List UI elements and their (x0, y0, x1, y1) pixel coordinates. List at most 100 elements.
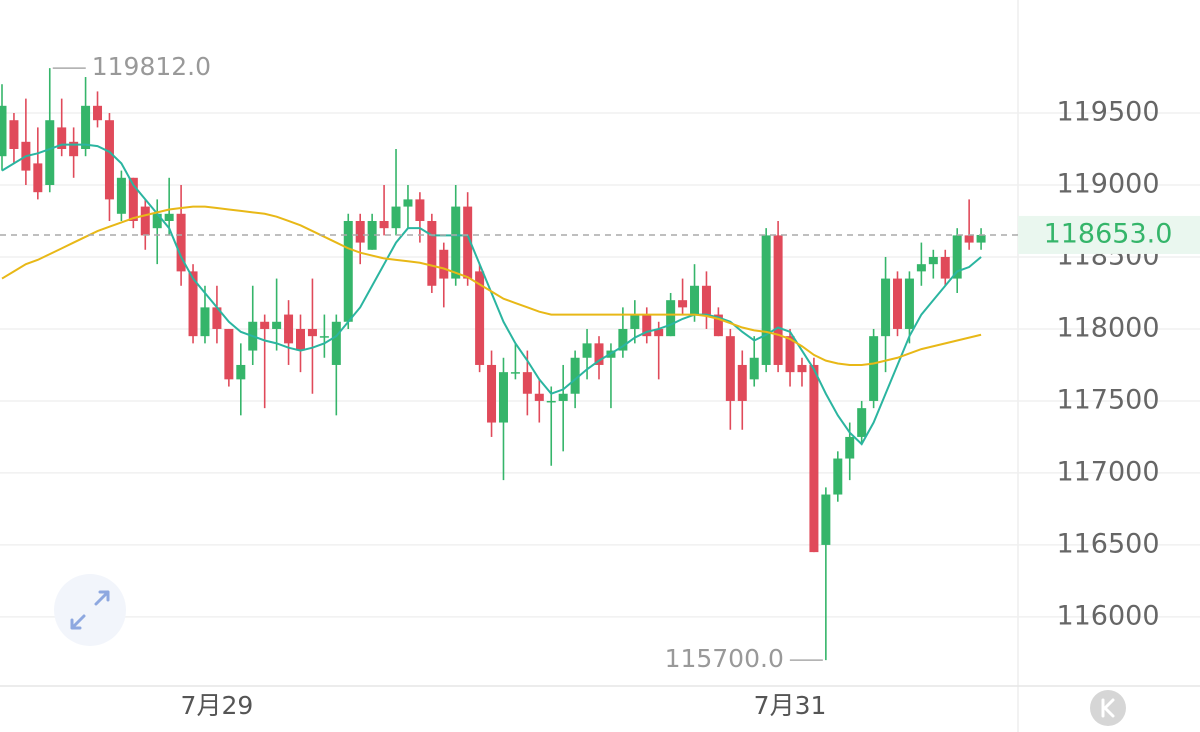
candle-body (307, 328, 317, 337)
candle-body (355, 220, 365, 243)
candle-body (749, 357, 759, 380)
candle-body (869, 336, 879, 401)
candle-body (391, 206, 401, 229)
candle-body (439, 249, 449, 279)
candle-body (773, 235, 783, 365)
candle-body (833, 458, 843, 495)
y-tick-label: 119500 (1056, 97, 1159, 128)
x-tick-label: 7月31 (754, 691, 827, 720)
candle-body (33, 163, 43, 193)
kline-icon[interactable] (1101, 698, 1115, 718)
y-tick-label: 116000 (1056, 600, 1159, 631)
candle-body (678, 300, 688, 308)
candle-body (104, 120, 114, 200)
low-marker-label: 115700.0 (665, 644, 784, 673)
candle-body (403, 199, 413, 207)
candle-body (69, 141, 79, 157)
candle-body (737, 364, 747, 401)
candle-body (940, 256, 950, 279)
candle-body (140, 206, 150, 236)
expand-bg[interactable] (54, 574, 126, 646)
candle-body (857, 408, 867, 437)
kline-button[interactable] (1090, 690, 1126, 726)
y-tick-label: 117000 (1056, 456, 1159, 487)
candle-body (164, 213, 174, 221)
candle-body (415, 199, 425, 221)
candle-body (713, 314, 723, 337)
grid (0, 112, 1200, 618)
candle-body (654, 328, 664, 337)
candle-body (761, 235, 771, 365)
candle-body (128, 177, 138, 221)
y-tick-label: 117500 (1056, 384, 1159, 415)
candle-body (9, 120, 19, 150)
candle-body (570, 357, 580, 394)
expand-button[interactable] (54, 574, 126, 646)
candle-body (343, 220, 353, 322)
candle-body (797, 364, 807, 373)
candle-body (546, 400, 556, 403)
candle-body (0, 105, 7, 157)
candle-body (534, 393, 544, 401)
moving-average-line (1, 143, 982, 446)
candle-body (701, 285, 711, 315)
candle-body (630, 314, 640, 329)
candle-body (463, 206, 473, 279)
candle-body (642, 314, 652, 337)
candle-body (881, 278, 891, 337)
candle-body (964, 235, 974, 243)
y-tick-label: 116500 (1056, 528, 1159, 559)
moving-average-line (1, 205, 982, 366)
labels: 1160001165001170001175001180001185001190… (52, 52, 1200, 720)
candle-body (618, 328, 628, 351)
last-price-box (1018, 215, 1200, 254)
candle-body (594, 343, 604, 365)
candle-body (487, 364, 497, 423)
plot (0, 68, 1018, 661)
candle-body (498, 372, 508, 423)
candle-body (45, 120, 55, 185)
x-tick-label: 7月29 (181, 691, 254, 720)
y-tick-label: 119000 (1056, 168, 1159, 199)
candle-body (582, 343, 592, 358)
candle-body (331, 321, 341, 365)
candle-body (821, 494, 831, 545)
candle-body (212, 307, 222, 329)
candle-body (666, 300, 676, 337)
candle-body (260, 321, 270, 329)
candle-body (296, 328, 305, 351)
candle-body (93, 105, 103, 121)
candle-body (785, 336, 795, 373)
candle-body (510, 372, 520, 374)
candle-body (845, 436, 855, 459)
candle-body (272, 321, 282, 329)
candle-body (916, 264, 926, 272)
last-price-label: 118653.0 (1044, 218, 1173, 249)
candle-body (284, 314, 294, 344)
candle-body (200, 307, 210, 337)
candle-body (57, 127, 67, 150)
expand-icon[interactable] (70, 590, 110, 630)
candle-body (236, 364, 246, 380)
candle-body (522, 372, 532, 394)
candle-body (558, 393, 568, 401)
candle-body (224, 328, 234, 380)
candle-body (427, 220, 437, 286)
candle-body (176, 213, 186, 272)
y-tick-label: 118000 (1056, 312, 1159, 343)
candle-body (809, 364, 819, 553)
candle-body (319, 336, 329, 338)
candle-body (893, 278, 902, 329)
candle-body (367, 220, 377, 250)
candle-body (188, 271, 198, 337)
candle-body (690, 285, 700, 315)
kline-bg[interactable] (1090, 690, 1126, 726)
high-marker-label: 119812.0 (92, 52, 211, 81)
candle-body (152, 213, 162, 229)
candle-body (725, 336, 735, 401)
candle-body (976, 234, 986, 243)
candle-body (904, 278, 914, 329)
candle-body (451, 206, 461, 279)
candle-body (928, 256, 938, 265)
